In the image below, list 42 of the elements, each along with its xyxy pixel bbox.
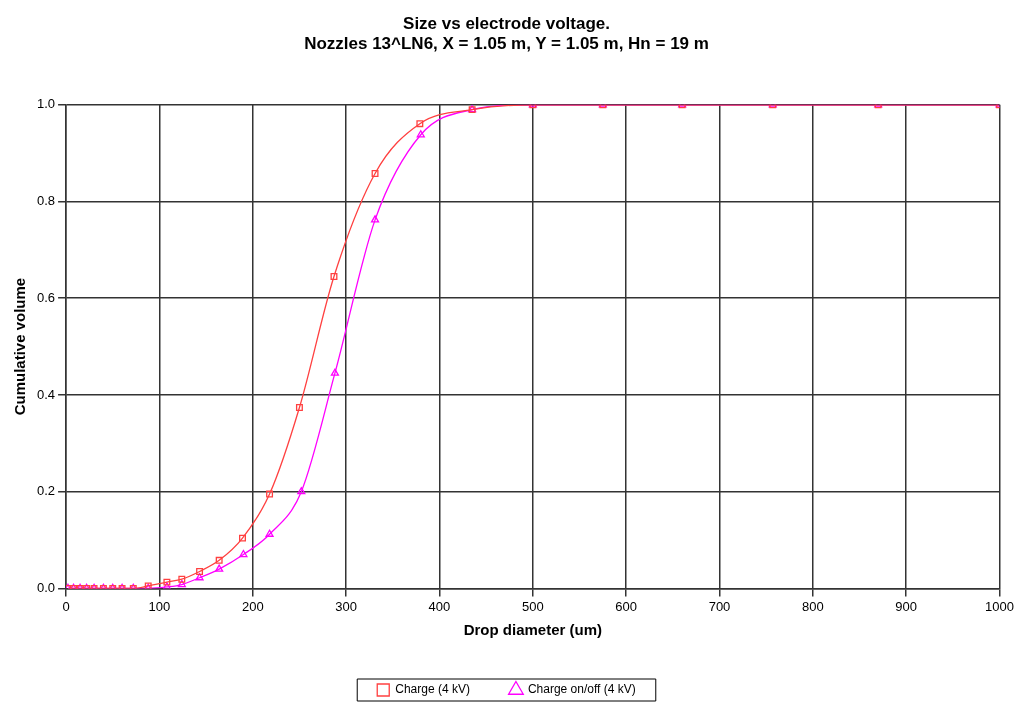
x-tick-label: 200: [241, 598, 264, 614]
x-tick-label: 300: [335, 598, 357, 614]
x-tick-label: 100: [148, 598, 171, 614]
text: Size vs electrode voltage.: [403, 13, 610, 33]
y-tick-label: 0.4: [36, 386, 56, 402]
point: [239, 534, 246, 542]
legend-label: Charge (4 kV): [395, 682, 470, 697]
point: [371, 169, 379, 177]
point: [265, 529, 274, 537]
x-axis-title: Drop diameter (um): [463, 621, 602, 639]
y-tick-label: 0.0: [36, 579, 56, 595]
point: [416, 130, 425, 138]
x-tick-label: 0: [62, 598, 70, 614]
point: [162, 582, 171, 589]
point: [239, 549, 248, 558]
x-tick-label: 500: [521, 598, 544, 614]
y-tick-label: 0.8: [36, 193, 56, 209]
text: Nozzles 13^LN6, X = 1.05 m, Y = 1.05 m, Hn = 19 m: [304, 34, 709, 54]
y-tick-label: 0.6: [36, 289, 56, 305]
point: [195, 573, 204, 581]
point: [177, 579, 186, 588]
x-tick-label: 700: [708, 598, 731, 614]
y-axis-title: Cumulative volume: [11, 277, 29, 416]
x-tick-label: 900: [895, 598, 918, 614]
y-tick-label: 0.2: [36, 483, 56, 499]
point: [297, 487, 306, 495]
point: [266, 490, 274, 498]
point: [330, 273, 338, 280]
point: [330, 368, 340, 376]
y-tick-label: 1.0: [36, 96, 56, 112]
x-tick-label: 1000: [985, 598, 1014, 614]
x-tick-label: 400: [428, 598, 451, 614]
point: [178, 575, 186, 583]
point: [196, 568, 204, 575]
point: [416, 120, 424, 128]
point: [370, 215, 380, 223]
legend-label: Charge on/off (4 kV): [527, 682, 636, 697]
x-tick-label: 600: [615, 598, 637, 614]
point: [295, 404, 303, 412]
point: [215, 564, 224, 572]
x-tick-label: 800: [801, 598, 824, 614]
point: [215, 556, 223, 564]
